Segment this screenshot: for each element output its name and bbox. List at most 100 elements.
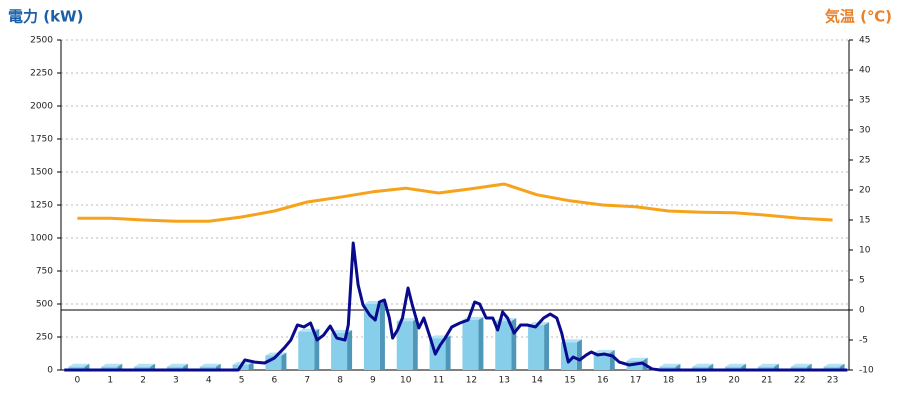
y2-tick-label: -10 bbox=[859, 366, 874, 376]
bar-front bbox=[593, 352, 610, 370]
bar-side bbox=[248, 361, 254, 370]
x-tick-label: 17 bbox=[630, 376, 641, 386]
y2-tick-label: 20 bbox=[859, 186, 871, 196]
bar-side bbox=[379, 301, 385, 370]
bar bbox=[462, 316, 484, 370]
bar-side bbox=[215, 363, 221, 370]
bar-side bbox=[182, 363, 188, 370]
bar-top bbox=[560, 339, 582, 343]
bar bbox=[823, 363, 845, 370]
bar-side bbox=[412, 318, 418, 370]
x-tick-label: 14 bbox=[531, 376, 543, 386]
bar-top bbox=[757, 363, 779, 367]
bar-side bbox=[609, 349, 615, 370]
bar-top bbox=[725, 363, 747, 367]
y-tick-label: 0 bbox=[47, 366, 53, 376]
bar-top bbox=[823, 363, 845, 367]
y-tick-label: 2500 bbox=[30, 36, 53, 46]
bar-top bbox=[134, 363, 156, 367]
x-tick-label: 2 bbox=[140, 376, 146, 386]
bar-side bbox=[675, 363, 681, 370]
y-tick-label: 750 bbox=[36, 267, 53, 277]
line bbox=[64, 241, 848, 372]
x-tick-label: 12 bbox=[466, 376, 477, 386]
x-tick-label: 19 bbox=[696, 376, 708, 386]
x-tick-label: 4 bbox=[206, 376, 212, 386]
x-tick-label: 20 bbox=[728, 376, 740, 386]
bar-front bbox=[495, 321, 512, 370]
bar-front bbox=[298, 331, 315, 370]
y2-tick-label: 45 bbox=[859, 36, 870, 46]
bar bbox=[429, 335, 451, 370]
bar-front bbox=[757, 366, 774, 370]
x-tick-label: 0 bbox=[75, 376, 81, 386]
bar-front bbox=[396, 321, 413, 370]
bar-front bbox=[528, 325, 545, 370]
y-tick-label: 1250 bbox=[30, 201, 53, 211]
y-tick-label: 1750 bbox=[30, 135, 53, 145]
bar-front bbox=[790, 366, 807, 370]
x-tick-label: 3 bbox=[173, 376, 179, 386]
y2-tick-label: 15 bbox=[859, 216, 870, 226]
bar bbox=[692, 363, 714, 370]
bar-side bbox=[773, 363, 779, 370]
x-tick-label: 23 bbox=[827, 376, 838, 386]
bar-side bbox=[281, 352, 287, 370]
x-tick-label: 15 bbox=[564, 376, 575, 386]
bar-side bbox=[84, 363, 90, 370]
bar-front bbox=[725, 366, 742, 370]
x-tick-label: 1 bbox=[107, 376, 113, 386]
y2-tick-label: 40 bbox=[859, 66, 871, 76]
y2-tick-label: 10 bbox=[859, 246, 871, 256]
bar bbox=[659, 363, 681, 370]
y2-axis-title: 気温 (℃) bbox=[825, 8, 892, 26]
bar bbox=[166, 363, 188, 370]
bar-front bbox=[659, 366, 676, 370]
bar-side bbox=[708, 363, 714, 370]
bar-front bbox=[199, 366, 216, 370]
y2-tick-label: -5 bbox=[859, 336, 868, 346]
bar-side bbox=[445, 335, 451, 370]
bar-top bbox=[68, 363, 90, 367]
y2-tick-label: 5 bbox=[859, 276, 865, 286]
bar-top bbox=[659, 363, 681, 367]
y-tick-label: 1500 bbox=[30, 168, 53, 178]
y-tick-label: 250 bbox=[36, 333, 53, 343]
x-tick-label: 9 bbox=[370, 376, 376, 386]
y2-tick-label: 30 bbox=[859, 126, 871, 136]
bar bbox=[134, 363, 156, 370]
bar-front bbox=[68, 366, 85, 370]
bar bbox=[199, 363, 221, 370]
x-tick-label: 8 bbox=[337, 376, 343, 386]
bar-side bbox=[150, 363, 156, 370]
y-tick-label: 2000 bbox=[30, 102, 53, 112]
x-tick-label: 6 bbox=[272, 376, 278, 386]
y-tick-label: 2250 bbox=[30, 69, 53, 79]
bar bbox=[528, 322, 550, 370]
x-tick-label: 21 bbox=[761, 376, 772, 386]
bar-top bbox=[692, 363, 714, 367]
bar bbox=[757, 363, 779, 370]
x-tick-label: 18 bbox=[663, 376, 675, 386]
bar-front bbox=[462, 319, 479, 370]
bar-side bbox=[544, 322, 550, 370]
line bbox=[77, 182, 833, 223]
y-tick-label: 500 bbox=[36, 300, 53, 310]
x-tick-label: 22 bbox=[794, 376, 805, 386]
y-axis-title: 電力 (kW) bbox=[8, 8, 83, 26]
y2-tick-label: 35 bbox=[859, 96, 870, 106]
bar bbox=[725, 363, 747, 370]
bar-front bbox=[134, 366, 151, 370]
x-tick-label: 7 bbox=[304, 376, 310, 386]
bar-top bbox=[626, 357, 648, 361]
x-tick-label: 13 bbox=[499, 376, 510, 386]
bar-side bbox=[839, 363, 845, 370]
bar-top bbox=[199, 363, 221, 367]
bar-side bbox=[576, 339, 582, 370]
x-tick-label: 5 bbox=[239, 376, 245, 386]
bar-front bbox=[331, 333, 348, 370]
y2-tick-label: 25 bbox=[859, 156, 870, 166]
bar-top bbox=[166, 363, 188, 367]
bar bbox=[68, 363, 90, 370]
